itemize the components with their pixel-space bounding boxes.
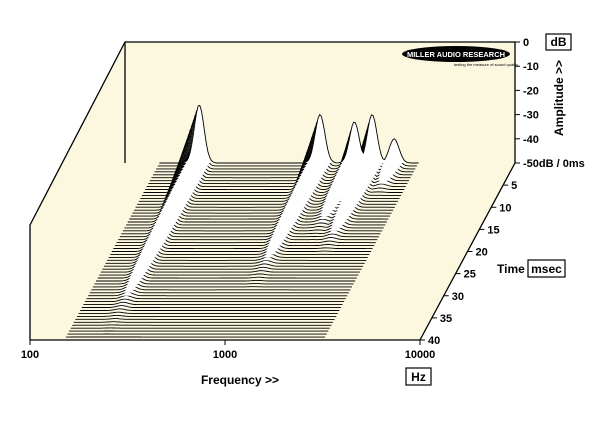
frequency-tick-label: 10000 <box>405 349 436 361</box>
time-tick-label: 35 <box>440 313 452 325</box>
amplitude-tick-label: 0 <box>523 37 529 49</box>
time-unit: msec <box>531 262 562 276</box>
time-tick-label: 25 <box>464 269 476 281</box>
frequency-ticks: 100 1000 10000 <box>21 340 435 361</box>
amplitude-tick-label: -50dB / 0ms <box>523 158 585 170</box>
amplitude-tick-label: -10 <box>523 61 539 73</box>
amplitude-tick-label: -40 <box>523 134 539 146</box>
frequency-unit: Hz <box>411 370 426 384</box>
time-tick-label: 20 <box>476 247 488 259</box>
amplitude-tick-label: -20 <box>523 85 539 97</box>
brand-name: MILLER AUDIO RESEARCH <box>407 50 505 59</box>
time-axis-label: Time <box>497 262 525 276</box>
time-tick-label: 10 <box>499 202 511 214</box>
amplitude-tick-label: -30 <box>523 110 539 122</box>
amplitude-axis-label: Amplitude >> <box>552 60 566 136</box>
amplitude-ticks: 0 -10 -20 -30 -40 -50dB / 0ms <box>515 37 585 170</box>
time-tick-label: 5 <box>511 180 517 192</box>
time-tick-label: 30 <box>452 291 464 303</box>
amplitude-unit: dB <box>551 35 567 49</box>
frequency-axis-label: Frequency >> <box>201 373 279 387</box>
frequency-tick-label: 100 <box>21 349 39 361</box>
frequency-tick-label: 1000 <box>213 349 237 361</box>
time-tick-label: 15 <box>487 224 499 236</box>
time-tick-label: 40 <box>428 335 440 347</box>
brand-tagline: testing the measure of sound quality <box>454 62 518 67</box>
